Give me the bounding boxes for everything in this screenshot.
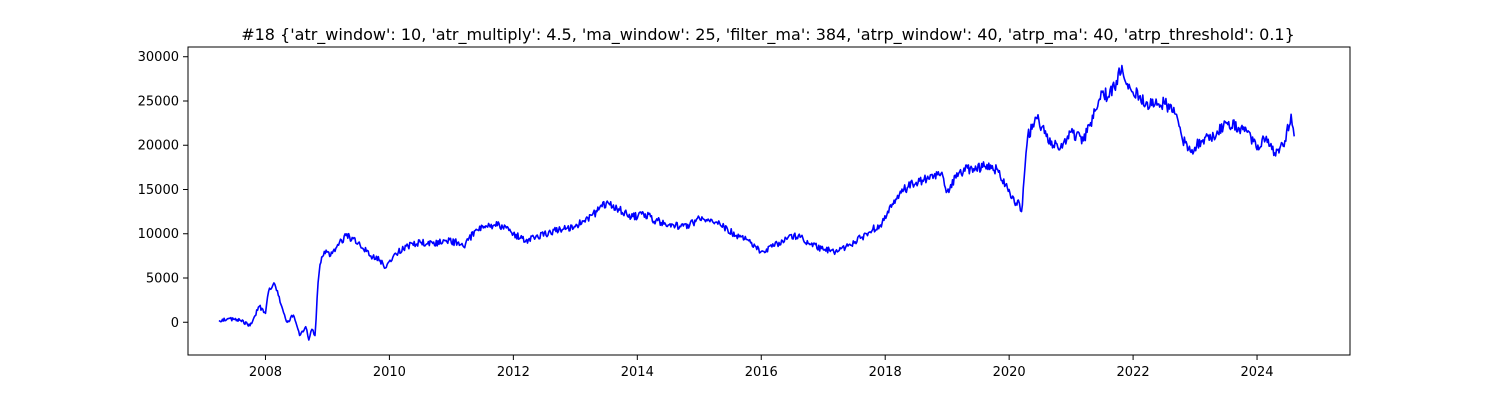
- y-tick-label: 30000: [138, 50, 179, 65]
- x-tick-label: 2016: [745, 365, 778, 380]
- x-tick-label: 2024: [1240, 365, 1273, 380]
- x-tick-label: 2014: [621, 365, 654, 380]
- series-layer: [218, 64, 1295, 341]
- y-tick-label: 20000: [138, 139, 179, 154]
- x-axis: 2008 2010 2012 2014 2016 2018 2020 2022 2024: [249, 355, 1274, 380]
- plot-area-frame: [187, 46, 1351, 356]
- y-tick-label: 5000: [146, 272, 179, 287]
- y-tick-label: 15000: [138, 183, 179, 198]
- x-tick-label: 2010: [373, 365, 406, 380]
- y-tick-label: 25000: [138, 94, 179, 109]
- series-line: [218, 64, 1295, 341]
- x-tick-label: 2022: [1117, 365, 1150, 380]
- y-tick-label: 0: [171, 316, 179, 331]
- x-tick-label: 2018: [869, 365, 902, 380]
- x-tick-label: 2012: [497, 365, 530, 380]
- y-tick-label: 10000: [138, 227, 179, 242]
- chart-title: #18 {'atr_window': 10, 'atr_multiply': 4…: [241, 25, 1295, 45]
- y-axis: 0 5000 10000 15000 20000 25000 30000: [138, 50, 188, 331]
- x-tick-label: 2020: [993, 365, 1026, 380]
- x-tick-label: 2008: [249, 365, 282, 380]
